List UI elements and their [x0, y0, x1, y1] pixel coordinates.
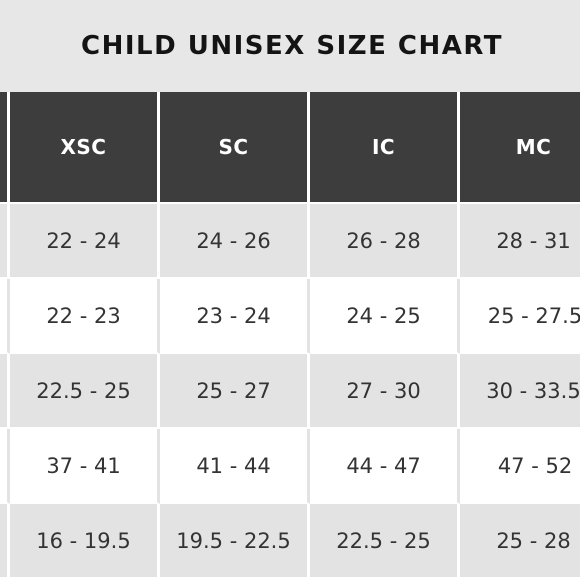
table-cell: 24 - 26 [160, 204, 310, 279]
table-cell: 30 - 33.5 [460, 354, 580, 429]
title-bar: CHILD UNISEX SIZE CHART [0, 0, 580, 92]
table-cell: 23 - 24 [160, 279, 310, 354]
header-cell-label [0, 92, 10, 204]
row-label [0, 429, 10, 504]
table-cell: 22.5 - 25 [10, 354, 160, 429]
table-cell: 28 - 31 [460, 204, 580, 279]
table-cell: 26 - 28 [310, 204, 460, 279]
row-label [0, 354, 10, 429]
table-cell: 25 - 27 [160, 354, 310, 429]
table-cell: 22.5 - 25 [310, 504, 460, 579]
row-label [0, 204, 10, 279]
table-cell: 19.5 - 22.5 [160, 504, 310, 579]
table-cell: 24 - 25 [310, 279, 460, 354]
size-table: XSC SC IC MC 22 - 24 24 - 26 26 - 28 28 … [0, 92, 580, 579]
table-cell: 25 - 27.5 [460, 279, 580, 354]
row-label [0, 279, 10, 354]
header-cell-xsc: XSC [10, 92, 160, 204]
table-cell: 27 - 30 [310, 354, 460, 429]
header-cell-mc: MC [460, 92, 580, 204]
table-cell: 47 - 52 [460, 429, 580, 504]
table-cell: 16 - 19.5 [10, 504, 160, 579]
table-cell: 41 - 44 [160, 429, 310, 504]
table-cell: 22 - 24 [10, 204, 160, 279]
table-cell: 44 - 47 [310, 429, 460, 504]
header-cell-ic: IC [310, 92, 460, 204]
row-label [0, 504, 10, 579]
table-cell: 22 - 23 [10, 279, 160, 354]
table-cell: 25 - 28 [460, 504, 580, 579]
table-cell: 37 - 41 [10, 429, 160, 504]
header-cell-sc: SC [160, 92, 310, 204]
chart-title: CHILD UNISEX SIZE CHART [81, 31, 503, 61]
